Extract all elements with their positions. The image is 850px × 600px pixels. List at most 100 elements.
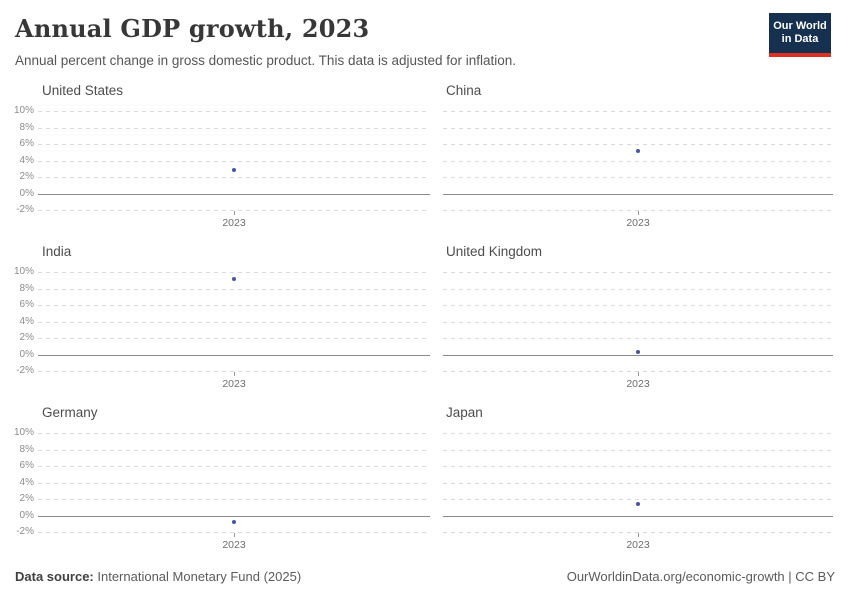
gridline <box>38 127 430 129</box>
gridline <box>443 321 833 323</box>
data-point-united-kingdom <box>636 350 640 355</box>
gridline <box>38 177 430 179</box>
y-axis-tick-label: 2% <box>19 171 34 183</box>
gridline <box>443 449 833 451</box>
y-axis-tick-label: 10% <box>13 266 34 277</box>
gridline <box>443 288 833 290</box>
plot-india: 2023 <box>38 272 430 390</box>
plot-united-kingdom: 2023 <box>443 272 833 390</box>
gridline <box>443 144 833 146</box>
y-axis-tick-label: 0% <box>19 509 34 521</box>
x-axis-tick-label: 2023 <box>222 217 246 230</box>
gridline <box>38 371 430 373</box>
gridline <box>443 111 833 112</box>
y-axis-tick-label: 4% <box>19 154 34 166</box>
x-axis-tick-label: 2023 <box>626 378 650 391</box>
chart-subtitle: Annual percent change in gross domestic … <box>15 53 517 68</box>
y-axis-tick-label: 0% <box>19 348 34 360</box>
y-axis-tick-label: 8% <box>19 443 34 455</box>
gridline <box>38 144 430 146</box>
gridline <box>38 449 430 451</box>
gridline <box>443 466 833 468</box>
gridline <box>38 305 430 307</box>
zero-gridline <box>443 515 833 517</box>
plot-germany: 2023 <box>38 433 430 551</box>
zero-gridline <box>38 193 430 195</box>
gridline <box>38 338 430 340</box>
data-point-india <box>232 276 236 281</box>
gridline <box>38 111 430 112</box>
zero-gridline <box>443 354 833 356</box>
panel-title-china: China <box>446 83 482 98</box>
gridline <box>38 532 430 534</box>
y-axis-tick-label: 8% <box>19 282 34 294</box>
gridline <box>38 160 430 162</box>
gridline <box>443 371 833 373</box>
logo-line2: in Data <box>781 33 819 45</box>
gridline <box>443 433 833 434</box>
gridline <box>38 272 430 273</box>
gridline <box>443 499 833 501</box>
zero-gridline <box>38 354 430 356</box>
plot-japan: 2023 <box>443 433 833 551</box>
zero-gridline <box>443 193 833 195</box>
gridline <box>443 272 833 273</box>
data-point-china <box>636 148 640 153</box>
x-axis-tick <box>234 533 235 538</box>
x-axis-tick <box>638 372 639 377</box>
gridline <box>443 210 833 212</box>
gridline <box>443 338 833 340</box>
x-axis-tick <box>638 533 639 538</box>
gridline <box>443 177 833 179</box>
x-axis-tick-label: 2023 <box>222 378 246 391</box>
x-axis-tick-label: 2023 <box>626 539 650 552</box>
y-axis-tick-label: -2% <box>16 365 34 377</box>
gridline <box>38 288 430 290</box>
page-title: Annual GDP growth, 2023 <box>15 14 370 43</box>
y-axis-tick-label: 10% <box>13 427 34 438</box>
y-axis-tick-label: 6% <box>19 299 34 311</box>
x-axis-tick <box>638 211 639 216</box>
data-point-united-states <box>232 167 236 172</box>
data-point-germany <box>232 519 236 524</box>
y-axis-tick-label: 2% <box>19 332 34 344</box>
plot-united-states: 2023 <box>38 111 430 229</box>
footer-link[interactable]: OurWorldinData.org/economic-growth | CC … <box>566 569 835 584</box>
gridline <box>443 532 833 534</box>
panel-title-india: India <box>42 244 72 259</box>
data-source-note: Data source: International Monetary Fund… <box>15 569 301 584</box>
x-axis-tick-label: 2023 <box>222 539 246 552</box>
y-axis-tick-label: 8% <box>19 121 34 133</box>
panel-title-united-kingdom: United Kingdom <box>446 244 543 259</box>
plot-china: 2023 <box>443 111 833 229</box>
gridline <box>38 499 430 501</box>
panel-title-united-states: United States <box>42 83 124 98</box>
y-axis-tick-label: 6% <box>19 138 34 150</box>
panel-title-japan: Japan <box>446 405 483 420</box>
gridline <box>443 482 833 484</box>
gridline <box>38 482 430 484</box>
y-axis-tick-label: 6% <box>19 460 34 472</box>
data-source-label: Data source: <box>15 569 94 584</box>
y-axis-tick-label: 10% <box>13 105 34 116</box>
x-axis-tick <box>234 372 235 377</box>
owid-logo: Our World in Data <box>769 13 831 57</box>
data-source-value: International Monetary Fund (2025) <box>93 569 302 584</box>
gridline <box>38 433 430 434</box>
x-axis-tick-label: 2023 <box>626 217 650 230</box>
y-axis-tick-label: 0% <box>19 187 34 199</box>
gridline <box>443 160 833 162</box>
y-axis-tick-label: -2% <box>16 526 34 538</box>
zero-gridline <box>38 515 430 517</box>
gridline <box>38 466 430 468</box>
gridline <box>443 305 833 307</box>
y-axis-tick-label: 4% <box>19 476 34 488</box>
x-axis-tick <box>234 211 235 216</box>
y-axis-tick-label: 4% <box>19 315 34 327</box>
logo-line1: Our World <box>773 20 827 32</box>
y-axis-tick-label: 2% <box>19 493 34 505</box>
y-axis-tick-label: -2% <box>16 204 34 216</box>
gridline <box>38 321 430 323</box>
gridline <box>38 210 430 212</box>
